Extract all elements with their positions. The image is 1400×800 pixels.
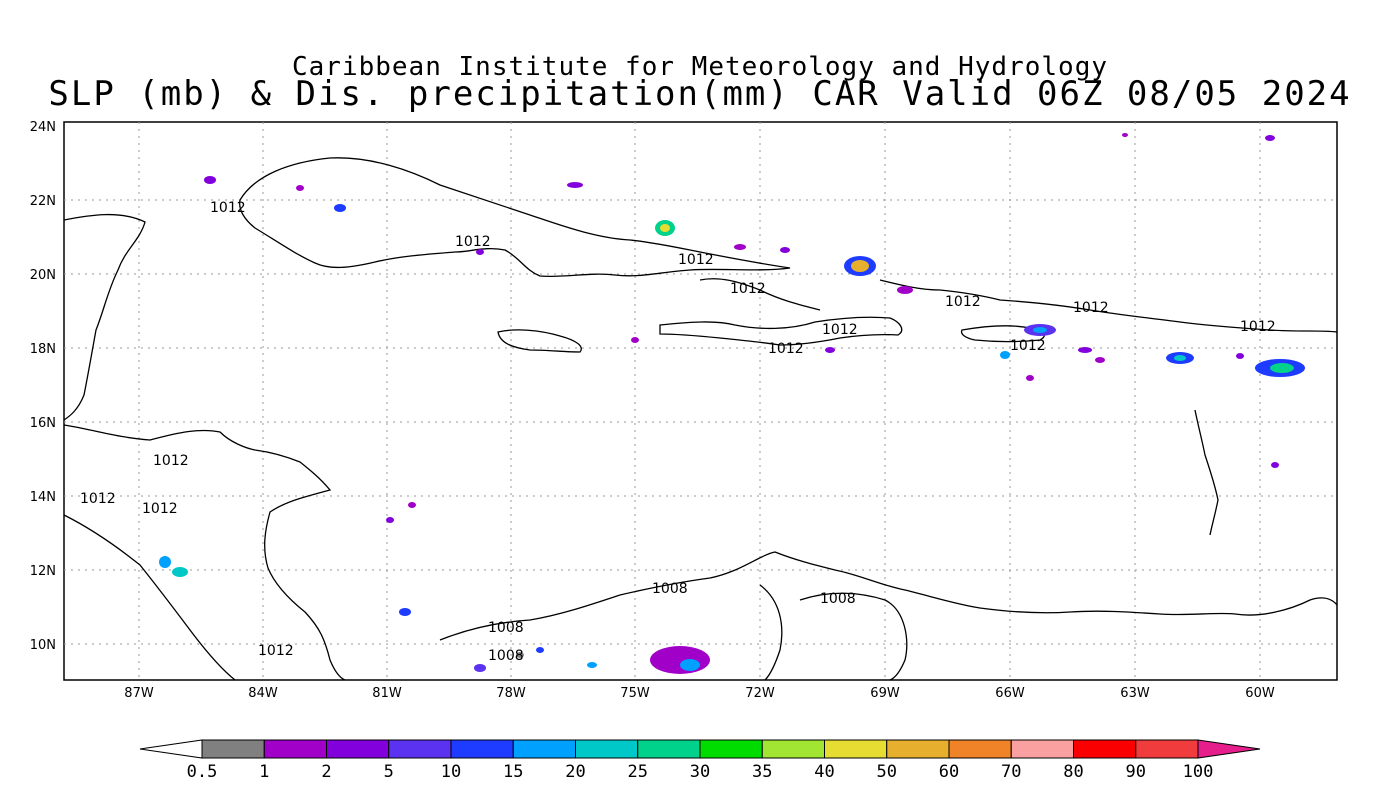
- map-title-line-1: Caribbean Institute for Meteorology and …: [291, 52, 1108, 82]
- colorbar-label: 90: [1126, 762, 1146, 782]
- contour-label: 1012: [210, 200, 246, 216]
- colorbar-over-arrow: [1197, 739, 1261, 759]
- coastlines: [63, 157, 1338, 681]
- colorbar-label: 25: [628, 762, 648, 782]
- coastline-bahamas-2: [879, 279, 1338, 333]
- colorbar-segment: [450, 739, 514, 759]
- coastline-bahamas-1: [699, 278, 821, 311]
- colorbar-label: 80: [1063, 762, 1083, 782]
- lat-tick-label: 24N: [30, 120, 56, 135]
- coastline-venezuela-inland: [799, 592, 908, 681]
- coastline-south-america: [439, 551, 1338, 641]
- contour-label: 1008: [652, 581, 688, 597]
- contour-label: 1008: [488, 620, 524, 636]
- colorbar-segment: [824, 739, 888, 759]
- contour-label: 1012: [678, 252, 714, 268]
- colorbar-segment: [1135, 739, 1199, 759]
- contour-label: 1012: [455, 234, 491, 250]
- lon-tick-label: 66W: [995, 686, 1025, 701]
- contour-label: 1008: [488, 648, 524, 664]
- colorbar-segments: [201, 739, 1199, 759]
- coastline-yucatan: [63, 213, 146, 421]
- colorbar-segment: [326, 739, 390, 759]
- colorbar-segment: [512, 739, 576, 759]
- colorbar-label: 70: [1001, 762, 1021, 782]
- colorbar-label: 2: [321, 762, 331, 782]
- contour-label: 1012: [945, 294, 981, 310]
- lon-tick-label: 84W: [248, 686, 278, 701]
- colorbar-label: 50: [877, 762, 897, 782]
- lon-tick-label: 60W: [1245, 686, 1275, 701]
- colorbar-label: 5: [384, 762, 394, 782]
- lon-tick-label: 87W: [124, 686, 154, 701]
- colorbar-segment: [1073, 739, 1137, 759]
- colorbar-segment: [201, 739, 265, 759]
- coastline-hispaniola: [659, 316, 903, 346]
- colorbar-label: 60: [939, 762, 959, 782]
- contour-label: 1012: [822, 322, 858, 338]
- colorbar-segment: [575, 739, 639, 759]
- colorbar-label: 1: [259, 762, 269, 782]
- lon-tick-label: 72W: [745, 686, 775, 701]
- coastline-pacific-side: [63, 514, 236, 681]
- lon-tick-label: 69W: [870, 686, 900, 701]
- lat-tick-label: 18N: [30, 342, 56, 357]
- lat-tick-label: 14N: [30, 490, 56, 505]
- longitude-axis: 87W 84W 81W 78W 75W 72W 69W 66W 63W 60W: [124, 686, 1275, 701]
- contour-label: 1012: [1010, 338, 1046, 354]
- colorbar-label: 35: [752, 762, 772, 782]
- contour-label: 1012: [258, 643, 294, 659]
- contour-label: 1008: [820, 591, 856, 607]
- colorbar-segment: [263, 739, 327, 759]
- contour-label: 1012: [153, 453, 189, 469]
- lon-tick-label: 78W: [496, 686, 526, 701]
- contour-label: 1012: [142, 501, 178, 517]
- coastline-cuba: [239, 157, 791, 278]
- lat-lon-grid: [64, 122, 1337, 680]
- contour-label: 1012: [1240, 319, 1276, 335]
- colorbar-label: 30: [690, 762, 710, 782]
- lat-tick-label: 20N: [30, 268, 56, 283]
- colorbar-segment: [637, 739, 701, 759]
- colorbar-label: 0.5: [187, 762, 218, 782]
- map-frame: [63, 121, 1338, 681]
- lon-tick-label: 81W: [372, 686, 402, 701]
- coastline-maracaibo: [759, 584, 783, 681]
- coastline-jamaica: [497, 329, 582, 353]
- coastline-central-america: [63, 424, 346, 681]
- lon-tick-label: 75W: [620, 686, 650, 701]
- colorbar-label: 10: [441, 762, 461, 782]
- colorbar-labels: 0.5 1 2 5 10 15 20 25 30 35 40 50 60 70 80 90 100: [187, 762, 1214, 782]
- lat-tick-label: 22N: [30, 194, 56, 209]
- colorbar-segment: [699, 739, 763, 759]
- colorbar-segment: [1010, 739, 1074, 759]
- lat-tick-label: 16N: [30, 416, 56, 431]
- contour-label: 1012: [768, 341, 804, 357]
- colorbar-segment: [948, 739, 1012, 759]
- colorbar-under-arrow: [139, 739, 203, 759]
- lat-tick-label: 12N: [30, 564, 56, 579]
- lat-tick-label: 10N: [30, 638, 56, 653]
- colorbar-segment: [388, 739, 452, 759]
- colorbar-label: 100: [1183, 762, 1214, 782]
- latitude-axis: 24N 22N 20N 18N 16N 14N 12N 10N: [30, 120, 56, 653]
- coastline-lesser-antilles: [1194, 409, 1219, 536]
- colorbar-segment: [761, 739, 825, 759]
- coastline-puerto-rico: [960, 325, 1045, 343]
- contour-label: 1012: [730, 281, 766, 297]
- colorbar-label: 15: [503, 762, 523, 782]
- slp-contour-labels: 1012 1012 1012 1012 1012 1012 1012 1012 …: [80, 200, 1276, 664]
- precipitation-blobs: [159, 133, 1305, 674]
- contour-label: 1012: [80, 491, 116, 507]
- contour-label: 1012: [1073, 300, 1109, 316]
- lon-tick-label: 63W: [1120, 686, 1150, 701]
- precipitation-colorbar: 0.5 1 2 5 10 15 20 25 30 35 40 50 60 70 80 90 100: [139, 739, 1261, 782]
- colorbar-label: 20: [565, 762, 585, 782]
- colorbar-segment: [886, 739, 950, 759]
- map-title-line-2: SLP (mb) & Dis. precipitation(mm) CAR Va…: [48, 74, 1352, 114]
- colorbar-label: 40: [814, 762, 834, 782]
